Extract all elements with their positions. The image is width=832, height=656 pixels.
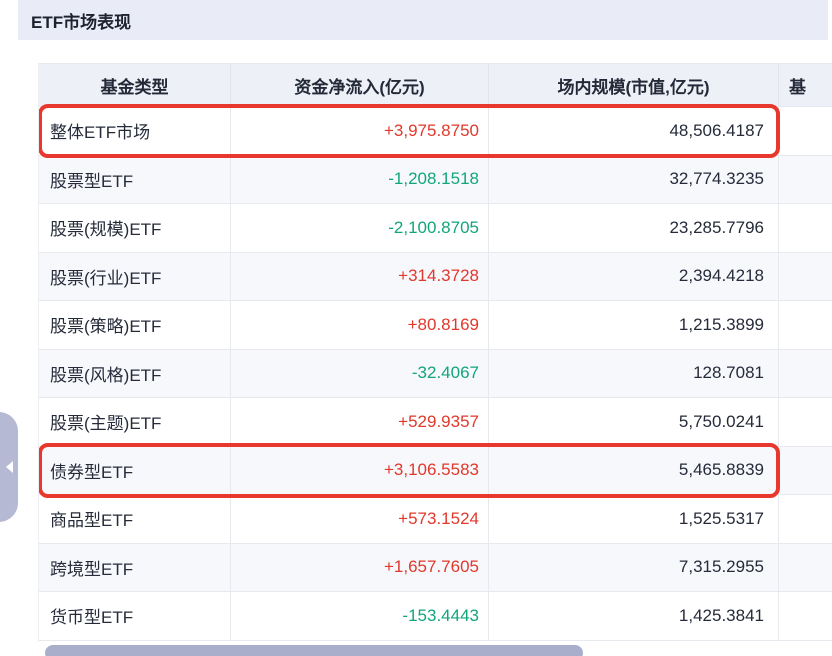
chevron-left-icon bbox=[6, 461, 13, 473]
truncated-cell bbox=[779, 350, 832, 398]
table-row[interactable]: 股票(策略)ETF +80.8169 1,215.3899 bbox=[39, 301, 832, 350]
truncated-cell bbox=[779, 495, 832, 543]
market-value-cell: 7,315.2955 bbox=[489, 543, 779, 591]
net-inflow-cell: +3,106.5583 bbox=[231, 446, 489, 494]
column-header-net-inflow: 资金净流入(亿元) bbox=[231, 64, 489, 106]
table-row[interactable]: 跨境型ETF +1,657.7605 7,315.2955 bbox=[39, 543, 832, 592]
truncated-cell bbox=[779, 544, 832, 592]
table-header-row: 基金类型 资金净流入(亿元) 场内规模(市值,亿元) 基 bbox=[39, 63, 832, 107]
market-value-cell: 2,394.4218 bbox=[489, 252, 779, 300]
net-inflow-cell: +314.3728 bbox=[231, 252, 489, 300]
table-row[interactable]: 商品型ETF +573.1524 1,525.5317 bbox=[39, 495, 832, 544]
etf-table: 基金类型 资金净流入(亿元) 场内规模(市值,亿元) 基 整体ETF市场 +3,9… bbox=[38, 63, 832, 642]
fund-type-cell: 债券型ETF bbox=[39, 446, 231, 494]
section-title: ETF市场表现 bbox=[31, 12, 132, 32]
net-inflow-cell: +80.8169 bbox=[231, 301, 489, 349]
truncated-cell bbox=[779, 253, 832, 301]
net-inflow-cell: -2,100.8705 bbox=[231, 204, 489, 252]
market-value-cell: 5,465.8839 bbox=[489, 446, 779, 494]
net-inflow-cell: -32.4067 bbox=[231, 349, 489, 397]
net-inflow-cell: +573.1524 bbox=[231, 495, 489, 543]
market-value-cell: 1,425.3841 bbox=[489, 592, 779, 640]
market-value-cell: 1,525.5317 bbox=[489, 495, 779, 543]
table-row[interactable]: 债券型ETF +3,106.5583 5,465.8839 bbox=[39, 443, 832, 498]
net-inflow-cell: +1,657.7605 bbox=[231, 543, 489, 591]
table-row[interactable]: 整体ETF市场 +3,975.8750 48,506.4187 bbox=[39, 103, 832, 158]
market-value-cell: 5,750.0241 bbox=[489, 398, 779, 446]
table-row[interactable]: 股票型ETF -1,208.1518 32,774.3235 bbox=[39, 155, 832, 204]
truncated-cell bbox=[779, 107, 832, 155]
fund-type-cell: 股票(规模)ETF bbox=[39, 204, 231, 252]
truncated-cell bbox=[779, 592, 832, 640]
market-value-cell: 48,506.4187 bbox=[489, 107, 779, 155]
market-value-cell: 32,774.3235 bbox=[489, 155, 779, 203]
truncated-cell bbox=[779, 204, 832, 252]
horizontal-scrollbar-thumb[interactable] bbox=[45, 645, 583, 656]
truncated-cell bbox=[779, 447, 832, 495]
market-value-cell: 128.7081 bbox=[489, 349, 779, 397]
table-row[interactable]: 股票(行业)ETF +314.3728 2,394.4218 bbox=[39, 252, 832, 301]
column-header-market-value: 场内规模(市值,亿元) bbox=[489, 64, 779, 106]
fund-type-cell: 商品型ETF bbox=[39, 495, 231, 543]
fund-type-cell: 跨境型ETF bbox=[39, 543, 231, 591]
table-row[interactable]: 股票(主题)ETF +529.9357 5,750.0241 bbox=[39, 398, 832, 447]
market-value-cell: 23,285.7796 bbox=[489, 204, 779, 252]
table-row[interactable]: 股票(风格)ETF -32.4067 128.7081 bbox=[39, 349, 832, 398]
net-inflow-cell: +3,975.8750 bbox=[231, 107, 489, 155]
fund-type-cell: 股票(行业)ETF bbox=[39, 252, 231, 300]
truncated-cell bbox=[779, 156, 832, 204]
fund-type-cell: 股票(策略)ETF bbox=[39, 301, 231, 349]
truncated-cell bbox=[779, 398, 832, 446]
drawer-collapse-handle[interactable] bbox=[0, 412, 18, 522]
table-row[interactable]: 股票(规模)ETF -2,100.8705 23,285.7796 bbox=[39, 204, 832, 253]
column-header-truncated: 基 bbox=[789, 77, 806, 97]
market-value-cell: 1,215.3899 bbox=[489, 301, 779, 349]
column-header-fund-type: 基金类型 bbox=[39, 64, 231, 106]
section-header: ETF市场表现 bbox=[18, 0, 828, 40]
table-body: 整体ETF市场 +3,975.8750 48,506.4187 股票型ETF -1,20… bbox=[39, 103, 832, 641]
truncated-cell bbox=[779, 301, 832, 349]
fund-type-cell: 股票(风格)ETF bbox=[39, 349, 231, 397]
table-row[interactable]: 货币型ETF -153.4443 1,425.3841 bbox=[39, 592, 832, 641]
fund-type-cell: 股票(主题)ETF bbox=[39, 398, 231, 446]
net-inflow-cell: -1,208.1518 bbox=[231, 155, 489, 203]
fund-type-cell: 股票型ETF bbox=[39, 155, 231, 203]
fund-type-cell: 整体ETF市场 bbox=[39, 107, 231, 155]
net-inflow-cell: +529.9357 bbox=[231, 398, 489, 446]
net-inflow-cell: -153.4443 bbox=[231, 592, 489, 640]
fund-type-cell: 货币型ETF bbox=[39, 592, 231, 640]
